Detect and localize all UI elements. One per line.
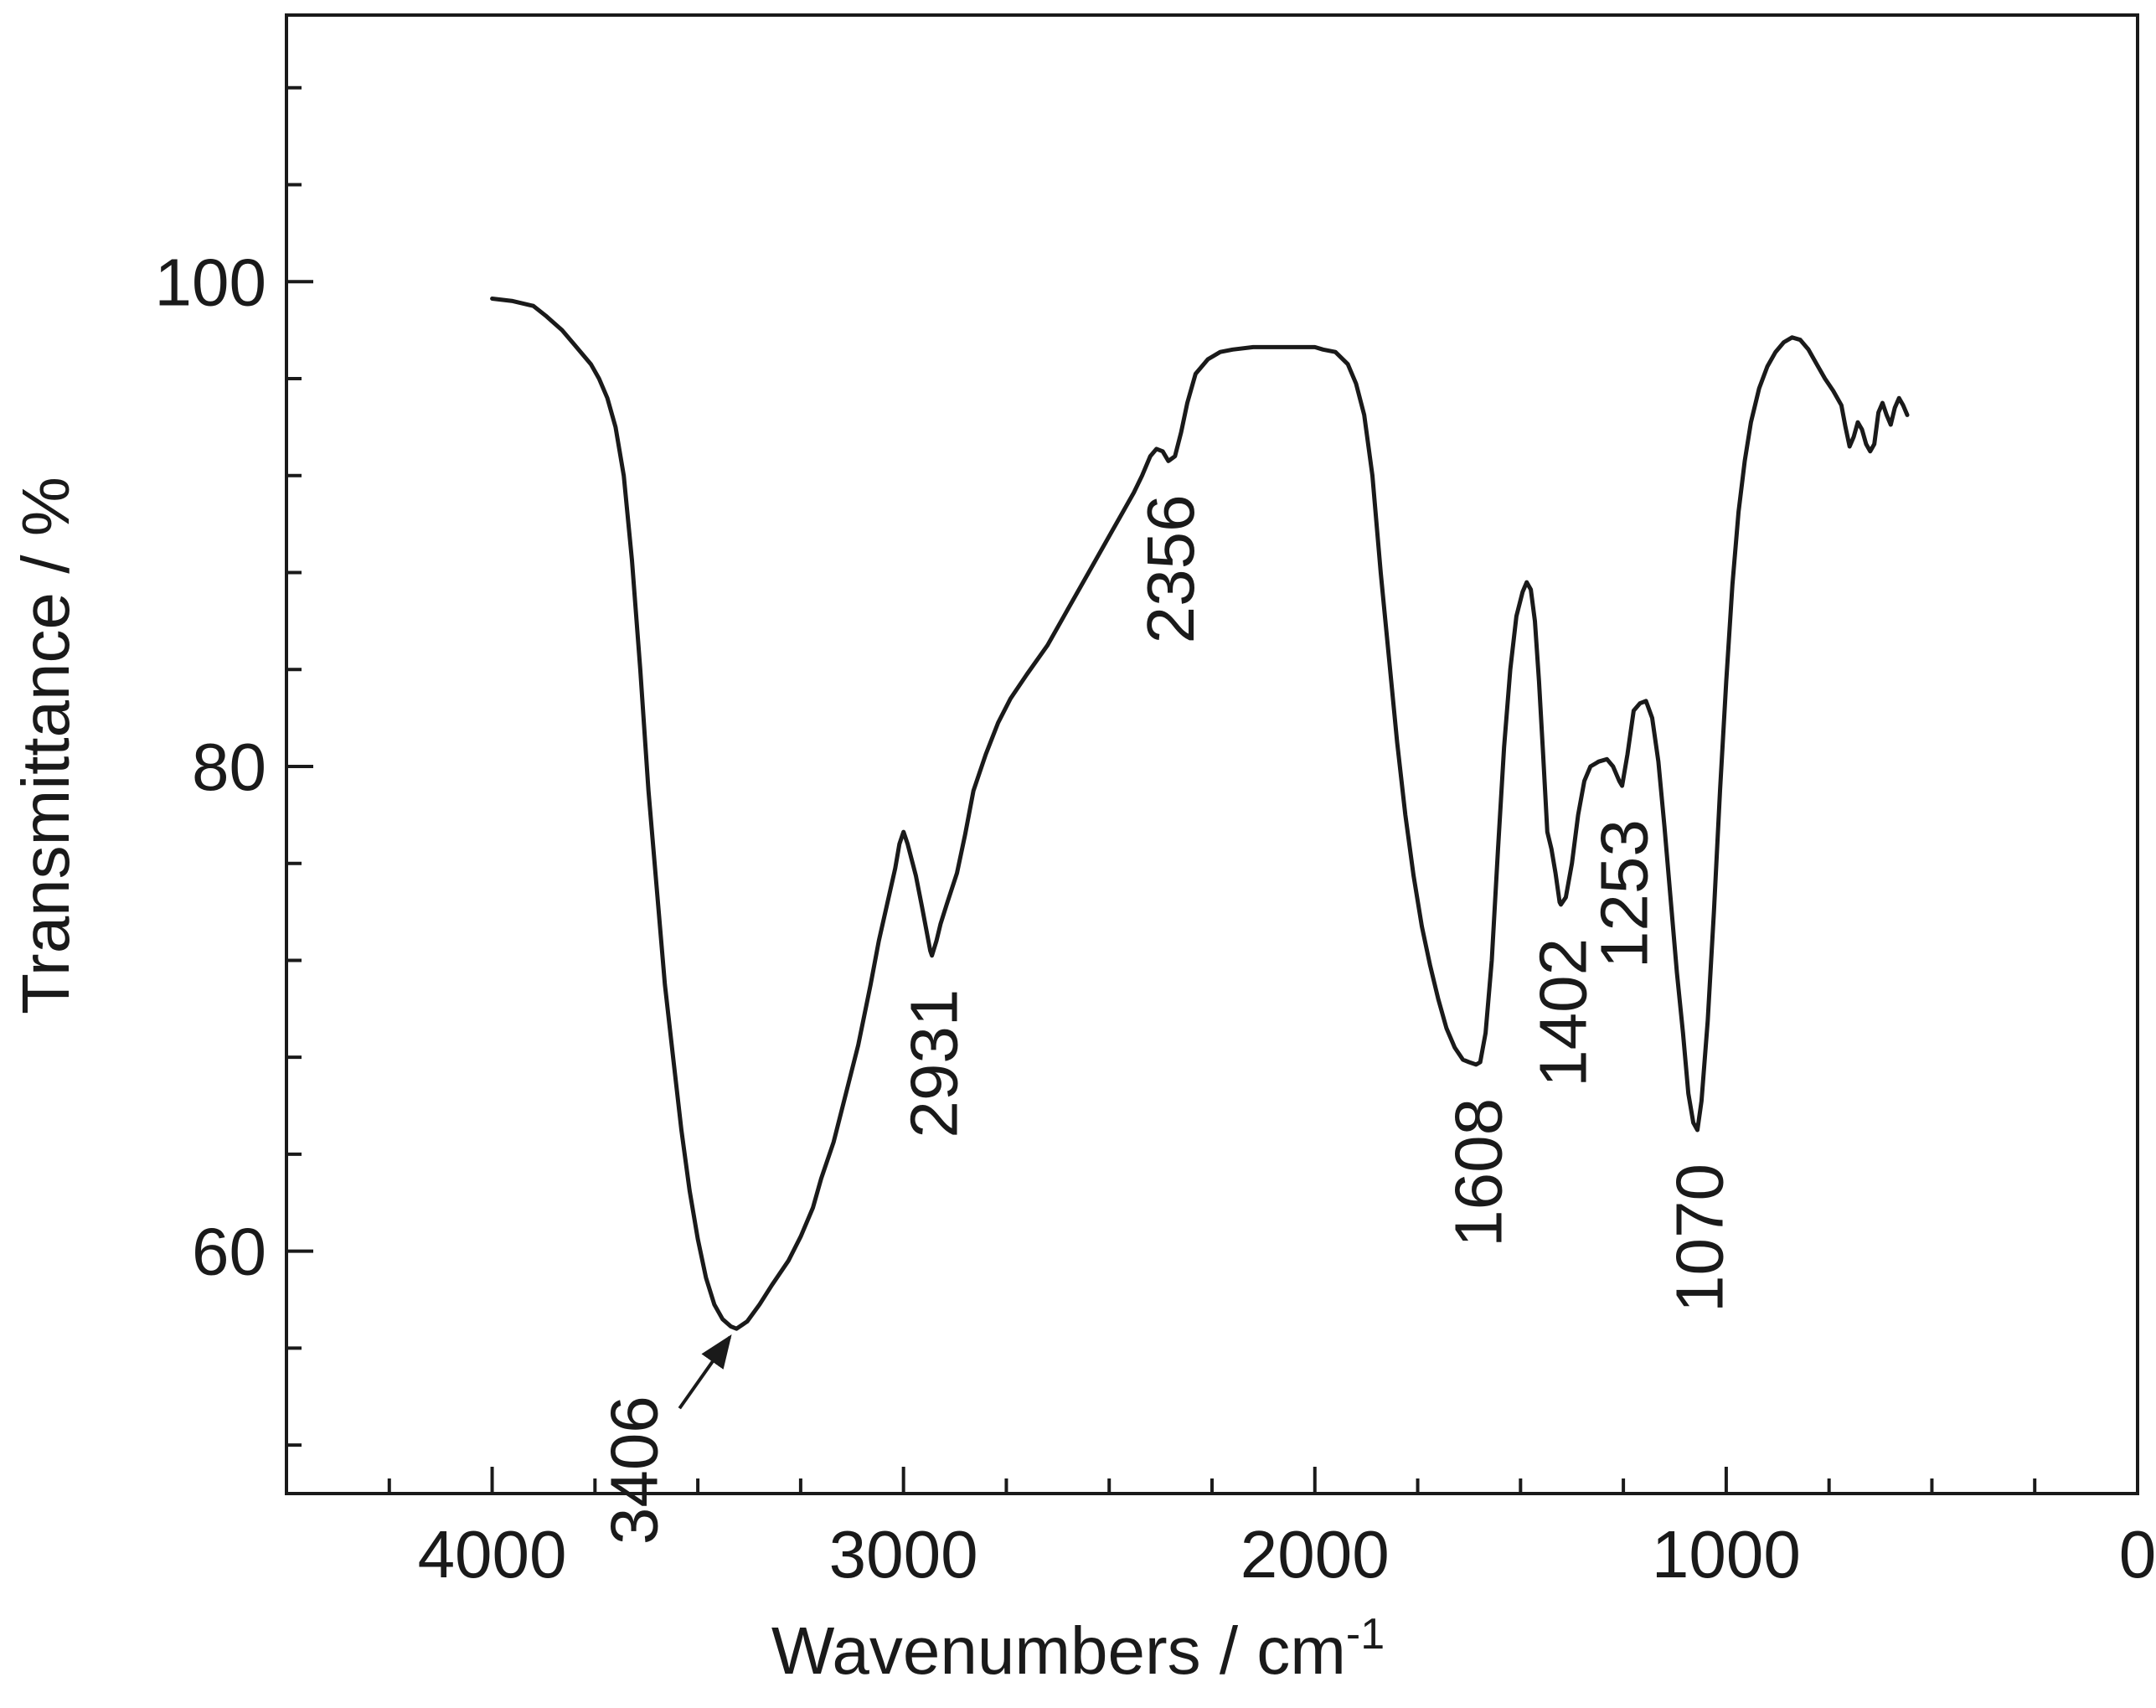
peak-label: 1402 [1526,938,1601,1087]
x-tick-label: 2000 [1240,1517,1390,1592]
peak-label: 1608 [1441,1098,1515,1247]
peak-label: 1253 [1587,819,1662,968]
y-tick-label: 60 [192,1215,266,1289]
x-tick-label: 3000 [829,1517,978,1592]
x-tick-label: 0 [2119,1517,2156,1592]
y-tick-label: 100 [155,245,266,319]
x-axis-title: Wavenumbers / cm-1 [771,1610,1385,1688]
peak-label: 1070 [1663,1164,1737,1313]
spectrum-line [490,297,1910,1331]
peak-label: 2931 [897,989,972,1138]
peak-arrow [678,1334,732,1410]
peak-label: 3406 [596,1396,671,1545]
y-tick-label: 80 [192,730,266,804]
x-tick-label: 4000 [418,1517,567,1592]
x-tick-label: 1000 [1652,1517,1801,1592]
peak-label: 2356 [1133,494,1208,643]
plot-frame [285,13,2139,1495]
y-axis-title: Transmittance / % [8,477,83,1014]
